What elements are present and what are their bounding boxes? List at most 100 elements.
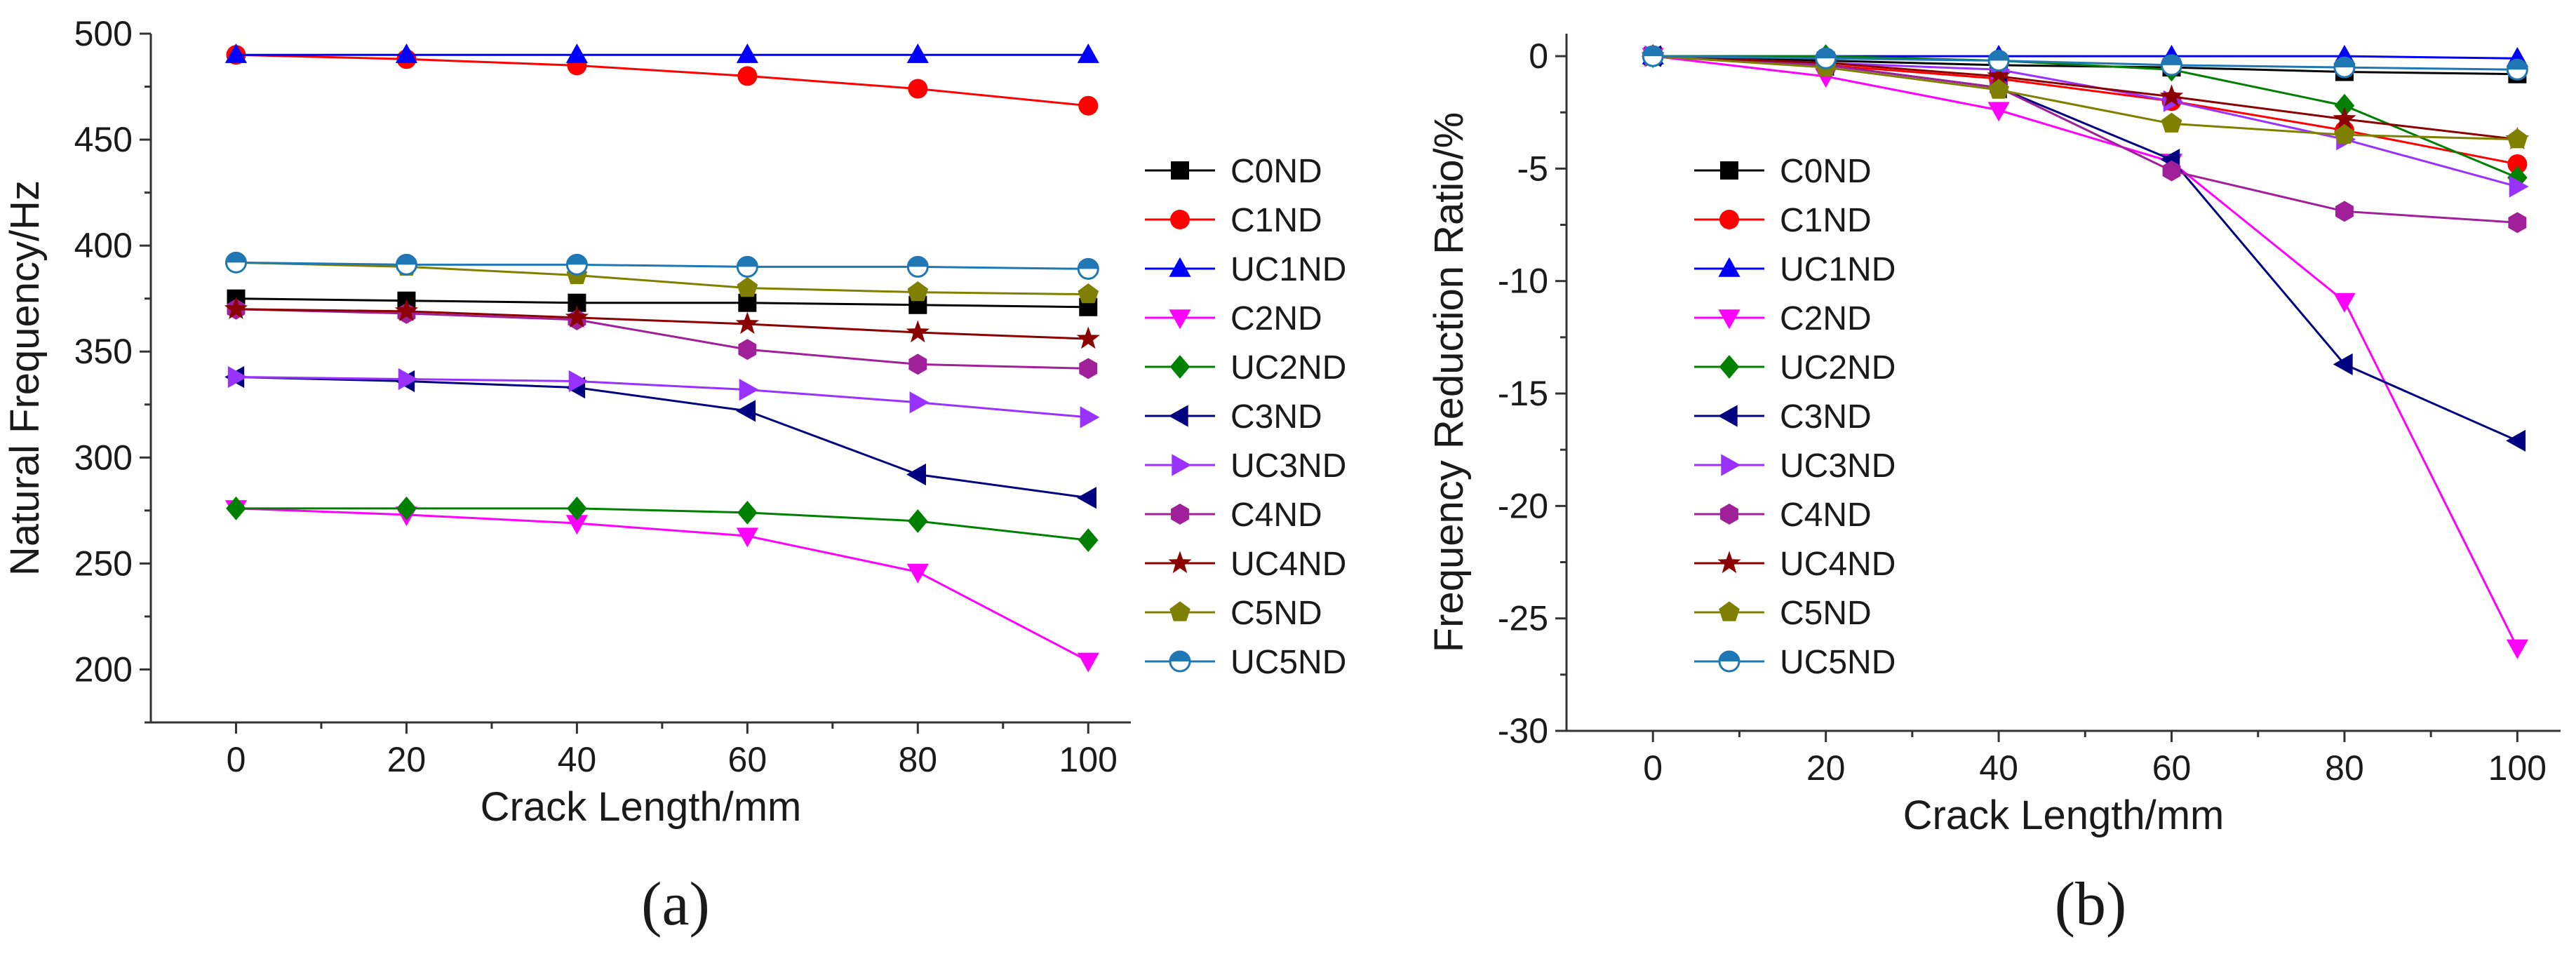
series-line-C3ND: [236, 375, 1089, 499]
data-point-UC4ND: [565, 305, 589, 328]
data-point-C3ND: [736, 400, 756, 422]
data-point-C2ND: [1077, 652, 1099, 673]
x-tick-label: 100: [2488, 748, 2547, 788]
data-point-UC1ND: [906, 43, 929, 63]
data-point-C3ND: [2506, 429, 2526, 452]
legend-item-C2ND: C2ND: [1694, 300, 1872, 337]
series-line-UC5ND: [236, 261, 1089, 270]
data-point-UC4ND: [224, 297, 248, 319]
series-line-C5ND: [1653, 55, 2518, 141]
legend-label: C2ND: [1230, 300, 1322, 337]
series-UC4ND: [224, 297, 1100, 349]
legend-label: C5ND: [1780, 595, 1872, 632]
data-point-C3ND: [906, 463, 927, 486]
data-point-UC2ND: [567, 496, 587, 520]
legend-marker: [1721, 454, 1741, 476]
x-tick-label: 0: [227, 740, 246, 779]
legend-item-C5ND: C5ND: [1694, 595, 1872, 632]
data-point-UC4ND: [2333, 107, 2356, 130]
x-tick-label: 40: [1979, 748, 2018, 788]
data-point-UC4ND: [906, 320, 930, 343]
legend-label: UC1ND: [1230, 251, 1346, 288]
data-point-C5ND: [2334, 123, 2355, 144]
y-tick-label: -5: [1517, 149, 1548, 188]
x-tick-label: 80: [2325, 748, 2364, 788]
panel-b: 0 20 40 60 80 100 -30 -25 -20 -15 -10 -5 0 Crack Leng…: [1426, 34, 2561, 938]
data-point-C2ND: [565, 515, 588, 535]
data-point-UC3ND: [1080, 406, 1100, 429]
series-UC2ND: [1642, 44, 2528, 190]
legend-label: UC1ND: [1780, 251, 1896, 288]
data-point-UC5ND: [2506, 58, 2528, 81]
data-point-UC3ND: [909, 391, 930, 414]
legend-marker: [1718, 257, 1740, 277]
y-tick-label: 500: [74, 14, 133, 53]
series-line-C5ND: [236, 261, 1089, 296]
y-tick-label: 300: [74, 438, 133, 477]
panel-caption: (b): [2055, 870, 2127, 938]
y-tick-label: 400: [74, 226, 133, 265]
legend-label: UC3ND: [1230, 447, 1346, 485]
legend-item-C0ND: C0ND: [1694, 153, 1872, 190]
legend-marker: [1169, 355, 1190, 379]
legend-marker: [1168, 551, 1192, 574]
y-axis-label: Frequency Reduction Ratio/%: [1426, 112, 1472, 653]
y-tick-label: 0: [1529, 36, 1548, 76]
panel-caption: (a): [641, 870, 710, 938]
data-point-C3ND: [2333, 353, 2353, 375]
legend-marker: [1719, 601, 1740, 621]
data-point-UC1ND: [224, 43, 248, 63]
legend-label: C4ND: [1780, 497, 1872, 534]
data-point-UC2ND: [2507, 166, 2528, 190]
data-point-C2ND: [1987, 102, 2010, 122]
y-axis-label: Natural Frequency/Hz: [2, 180, 48, 576]
x-tick-label: 60: [728, 740, 767, 779]
legend-label: UC4ND: [1780, 546, 1896, 583]
data-point-UC5ND: [1815, 47, 1837, 69]
y-tick-label: 350: [74, 332, 133, 371]
data-point-UC3ND: [2509, 175, 2529, 198]
legend-item-UC4ND: UC4ND: [1694, 546, 1896, 583]
data-point-C1ND: [908, 79, 928, 99]
x-tick-label: 0: [1643, 748, 1663, 788]
y-tick-label: 200: [74, 649, 133, 689]
legend-item-UC5ND: UC5ND: [1694, 644, 1896, 681]
series-UC5ND: [224, 251, 1099, 280]
legend-label: C0ND: [1230, 153, 1322, 190]
legend-label: UC2ND: [1230, 349, 1346, 386]
data-point-C1ND: [2507, 154, 2528, 174]
series-line-UC5ND: [1653, 55, 2518, 71]
data-point-C1ND: [737, 66, 758, 86]
data-point-UC2ND: [737, 500, 758, 525]
series-line-C1ND: [236, 53, 1089, 107]
data-point-UC5ND: [1077, 257, 1099, 280]
series-line-UC4ND: [236, 308, 1089, 340]
legend-marker: [1169, 650, 1191, 673]
data-point-C2ND: [2333, 292, 2356, 313]
series-line-UC2ND: [1653, 55, 2518, 179]
legend-item-C2ND: C2ND: [1145, 300, 1322, 337]
data-point-UC3ND: [568, 370, 589, 393]
data-point-UC5ND: [395, 253, 417, 276]
series-line-UC4ND: [1653, 55, 2518, 141]
data-point-UC5ND: [224, 251, 247, 274]
legend-item-UC4ND: UC4ND: [1145, 546, 1346, 583]
series-UC3ND: [227, 365, 1100, 429]
x-tick-label: 100: [1059, 740, 1118, 779]
legend-marker: [1168, 405, 1188, 427]
legend-marker: [1718, 309, 1740, 330]
series-line-UC3ND: [236, 375, 1089, 419]
data-point-UC4ND: [735, 311, 760, 335]
data-point-C4ND: [2335, 201, 2354, 222]
legend-marker: [1717, 551, 1741, 574]
y-tick-label: 450: [74, 120, 133, 159]
legend-marker: [1717, 405, 1738, 427]
data-point-UC5ND: [736, 255, 758, 278]
y-tick-label: -20: [1498, 486, 1548, 525]
legend-item-C3ND: C3ND: [1694, 398, 1872, 436]
legend-item-C4ND: C4ND: [1694, 497, 1872, 534]
legend-item-C3ND: C3ND: [1145, 398, 1322, 436]
x-tick-label: 40: [558, 740, 597, 779]
legend-item-C0ND: C0ND: [1145, 153, 1322, 190]
legend-marker: [1169, 601, 1190, 621]
